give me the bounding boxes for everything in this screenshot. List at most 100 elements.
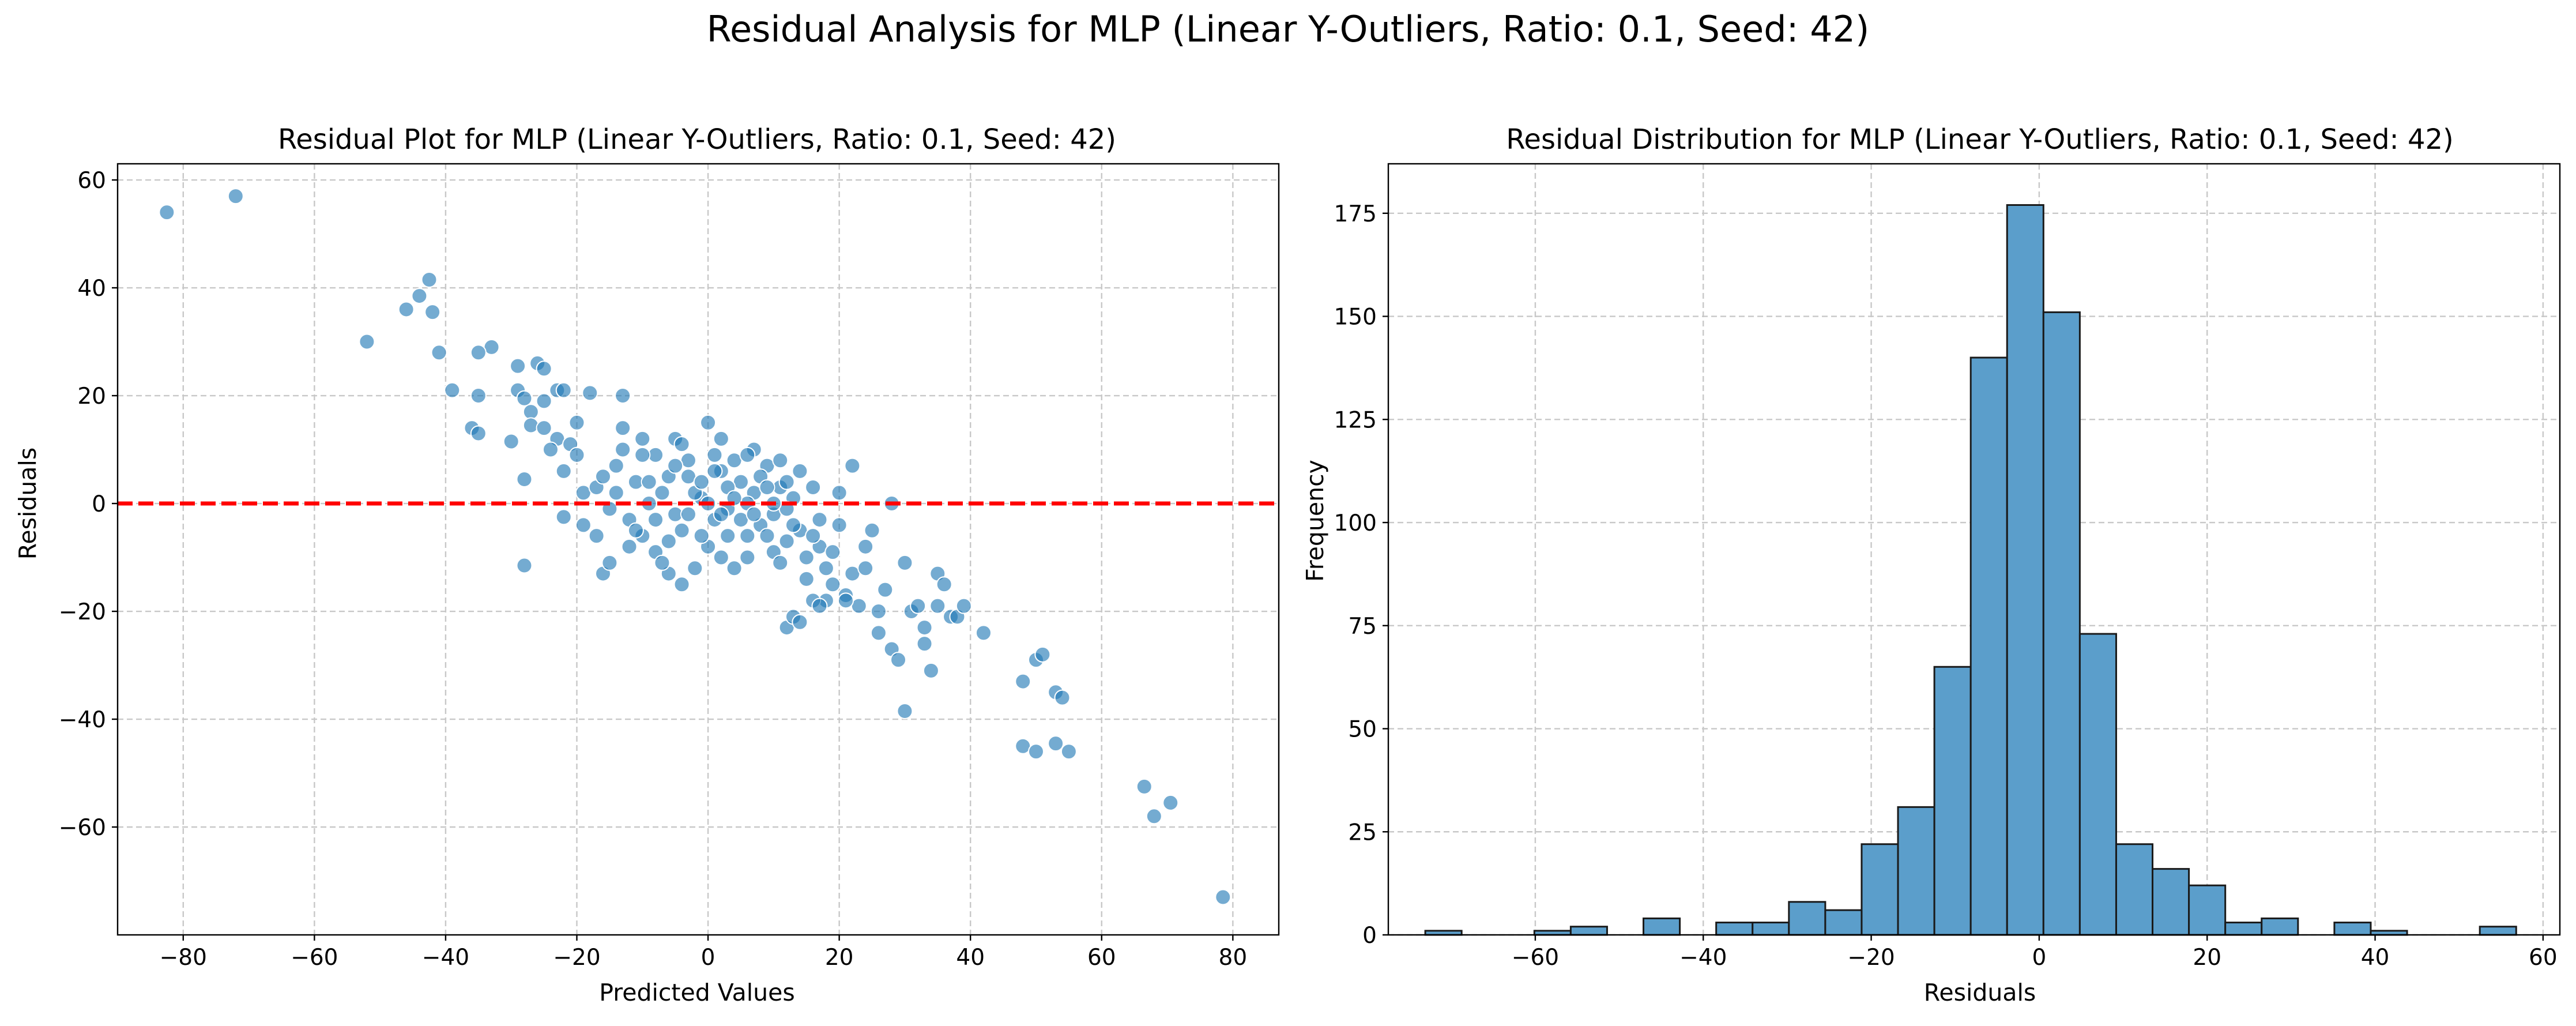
scatter-point xyxy=(555,382,572,399)
scatter-point xyxy=(1136,778,1153,795)
histogram-bar xyxy=(1933,666,1972,936)
hist-ytick-label: 175 xyxy=(1334,201,1377,227)
scatter-point xyxy=(588,528,605,544)
histogram-bar xyxy=(2078,633,2117,936)
scatter-point xyxy=(739,446,756,463)
scatter-xtick-label: 80 xyxy=(1219,945,1248,971)
scatter-point xyxy=(792,614,808,630)
scatter-point xyxy=(555,509,572,525)
scatter-point xyxy=(792,463,808,479)
scatter-point xyxy=(1146,808,1162,825)
scatter-point xyxy=(922,662,939,679)
scatter-point xyxy=(227,188,244,205)
histogram-bar xyxy=(2006,204,2044,936)
histogram-ylabel: Frequency xyxy=(1301,460,1329,582)
scatter-point xyxy=(1034,646,1051,663)
scatter-point xyxy=(595,468,612,485)
scatter-point xyxy=(838,592,854,609)
scatter-point xyxy=(503,433,519,450)
scatter-points xyxy=(159,188,1231,905)
figure-title: Residual Analysis for MLP (Linear Y-Outl… xyxy=(707,8,1870,50)
scatter-ylabel: Residuals xyxy=(14,448,42,560)
histogram-panel: Residual Distribution for MLP (Linear Y-… xyxy=(1301,123,2561,1006)
scatter-point xyxy=(864,522,880,539)
scatter-point xyxy=(516,390,533,407)
scatter-xtick-label: 40 xyxy=(956,945,985,971)
histogram-bar xyxy=(1643,917,1681,936)
scatter-point xyxy=(870,625,887,641)
scatter-point xyxy=(411,288,428,305)
scatter-ytick-label: −20 xyxy=(59,599,106,625)
scatter-point xyxy=(811,597,828,614)
scatter-point xyxy=(857,560,874,577)
scatter-point xyxy=(831,517,848,533)
hist-xtick-label: 20 xyxy=(2193,945,2221,971)
scatter-point xyxy=(844,457,861,474)
scatter-point xyxy=(1048,735,1064,752)
scatter-point xyxy=(778,473,795,490)
scatter-xtick-label: 20 xyxy=(825,945,854,971)
hist-xtick-label: −60 xyxy=(1512,945,1559,971)
scatter-point xyxy=(647,512,664,528)
histogram-bar xyxy=(1861,843,1899,936)
scatter-point xyxy=(536,393,552,409)
histogram-bar xyxy=(2333,922,2372,936)
scatter-point xyxy=(608,457,624,474)
scatter-point xyxy=(805,528,822,544)
scatter-point xyxy=(720,528,736,544)
hist-xtick-label: −20 xyxy=(1847,945,1895,971)
scatter-frame xyxy=(116,163,1280,936)
histogram-title: Residual Distribution for MLP (Linear Y-… xyxy=(1506,123,2454,156)
scatter-point xyxy=(955,597,972,614)
hist-ytick-label: 100 xyxy=(1334,510,1377,536)
scatter-point xyxy=(687,560,703,577)
scatter-point xyxy=(739,549,756,566)
scatter-point xyxy=(759,528,775,544)
scatter-point xyxy=(673,522,690,539)
scatter-title: Residual Plot for MLP (Linear Y-Outliers… xyxy=(278,123,1116,156)
histogram-bar xyxy=(2042,311,2081,936)
scatter-point xyxy=(713,506,729,523)
scatter-ytick-label: −40 xyxy=(59,707,106,733)
scatter-point xyxy=(516,557,533,574)
scatter-xlabel: Predicted Values xyxy=(599,979,794,1006)
scatter-point xyxy=(805,479,822,495)
scatter-point xyxy=(680,506,696,523)
scatter-point xyxy=(608,484,624,501)
histogram-bar xyxy=(2188,884,2227,936)
scatter-ytick-label: 40 xyxy=(77,276,106,302)
scatter-point xyxy=(910,597,927,614)
scatter-point xyxy=(785,517,801,533)
scatter-point xyxy=(1215,889,1231,905)
scatter-point xyxy=(615,441,631,458)
histogram-bar xyxy=(1969,356,2008,936)
hist-xtick-label: 0 xyxy=(2032,945,2046,971)
hist-ytick-label: 0 xyxy=(1362,923,1377,949)
scatter-point xyxy=(897,554,913,571)
scatter-point xyxy=(522,404,539,420)
scatter-panel: Residual Plot for MLP (Linear Y-Outliers… xyxy=(14,123,1280,1006)
scatter-point xyxy=(824,544,841,561)
histogram-xlabel: Residuals xyxy=(1924,979,2036,1006)
scatter-point xyxy=(470,388,487,404)
scatter-point xyxy=(798,570,815,587)
hist-ytick-label: 25 xyxy=(1348,820,1377,845)
scatter-point xyxy=(739,528,756,544)
histogram-bar xyxy=(1715,922,1754,936)
scatter-point xyxy=(582,385,598,401)
scatter-point xyxy=(359,333,375,350)
hist-xtick-label: 40 xyxy=(2361,945,2390,971)
histogram-bar xyxy=(1897,806,1935,936)
hist-ytick-label: 50 xyxy=(1348,717,1377,743)
scatter-point xyxy=(634,430,651,447)
histogram-bar xyxy=(1569,926,1608,936)
scatter-point xyxy=(667,457,684,474)
scatter-point xyxy=(615,388,631,404)
scatter-ytick-label: 20 xyxy=(77,384,106,409)
scatter-xtick-label: −80 xyxy=(160,945,207,971)
scatter-point xyxy=(615,420,631,437)
scatter-point xyxy=(470,425,487,442)
scatter-point xyxy=(897,702,913,719)
